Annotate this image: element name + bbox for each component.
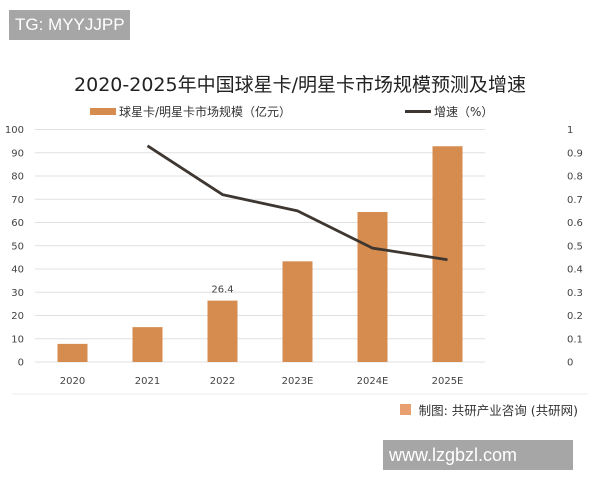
bar-2025E	[432, 146, 463, 362]
y-left-tick-label: 90	[11, 148, 24, 159]
y-left-tick-label: 100	[5, 125, 24, 136]
y-left-tick-label: 0	[18, 358, 24, 369]
y-right-tick-label: 1	[567, 125, 573, 136]
legend-line-label: 增速（%）	[434, 105, 494, 119]
source-logo-icon	[399, 404, 411, 415]
data-label: 26.4	[211, 285, 233, 296]
y-left-tick-label: 20	[11, 311, 24, 322]
y-left-tick-label: 80	[11, 172, 24, 183]
legend-line: 增速（%）	[405, 103, 493, 120]
bar-2021	[132, 327, 163, 362]
x-tick-label: 2025E	[432, 376, 464, 387]
growth-line	[146, 144, 448, 262]
y-right-tick-label: 0	[567, 358, 573, 369]
y-right-tick-label: 0.7	[567, 195, 583, 206]
bar-2022	[207, 300, 238, 362]
y-right-tick-label: 0.6	[567, 218, 583, 229]
bar-2023E	[282, 261, 313, 362]
y-left-tick-label: 70	[11, 195, 24, 206]
chart-title: 2020-2025年中国球星卡/明星卡市场规模预测及增速	[74, 74, 526, 96]
y-right-tick-label: 0.1	[567, 334, 583, 345]
x-tick-label: 2021	[135, 376, 160, 387]
y-left-tick-label: 40	[11, 265, 24, 276]
watermark-top: TG: MYYJJPP	[9, 10, 130, 40]
y-left-tick-label: 60	[11, 218, 24, 229]
source-note: 制图: 共研产业咨询 (共研网)	[399, 400, 578, 419]
x-tick-label: 2022	[210, 376, 235, 387]
y-right-tick-label: 0.9	[567, 148, 583, 159]
bar-2024E	[357, 212, 388, 362]
legend-bar: 球星卡/明星卡市场规模（亿元）	[90, 103, 291, 120]
y-left-tick-label: 10	[11, 334, 24, 345]
y-left-tick-label: 30	[11, 288, 24, 299]
legend-bar-label: 球星卡/明星卡市场规模（亿元）	[119, 105, 292, 119]
x-tick-label: 2023E	[282, 376, 314, 387]
y-right-tick-label: 0.3	[567, 288, 583, 299]
x-tick-label: 2020	[60, 376, 85, 387]
watermark-bottom: www.lzgbzl.com	[383, 440, 573, 470]
y-right-tick-label: 0.2	[567, 311, 583, 322]
x-tick-label: 2024E	[357, 376, 389, 387]
bar-2020	[57, 343, 88, 362]
y-right-tick-label: 0.8	[567, 172, 583, 183]
y-right-tick-label: 0.5	[567, 241, 583, 252]
legend-bar-swatch	[90, 108, 116, 115]
y-right-tick-label: 0.4	[567, 265, 583, 276]
legend-line-swatch	[405, 110, 431, 113]
source-text: 制图: 共研产业咨询 (共研网)	[418, 403, 578, 418]
y-left-tick-label: 50	[11, 241, 24, 252]
